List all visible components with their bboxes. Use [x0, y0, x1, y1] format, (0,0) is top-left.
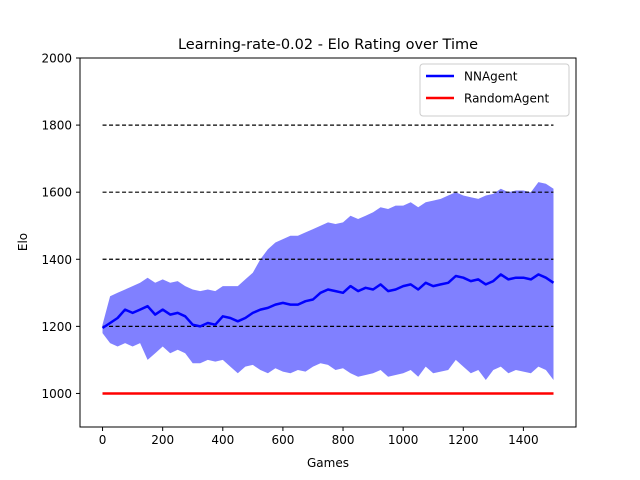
x-axis: 0 200 400 600 800 1000 1200 1400 [99, 427, 539, 447]
x-tick-label: 200 [151, 433, 174, 447]
legend: NNAgent RandomAgent [419, 63, 570, 117]
chart-title: Learning-rate-0.02 - Elo Rating over Tim… [178, 37, 478, 53]
x-tick-label: 1200 [448, 433, 479, 447]
x-axis-label: Games [307, 456, 349, 470]
nnagent-confidence-band [102, 182, 554, 380]
x-tick-label: 400 [211, 433, 234, 447]
plot-area [101, 124, 555, 395]
y-tick-label: 2000 [41, 52, 72, 66]
y-tick-label: 1800 [41, 119, 72, 133]
y-tick-label: 1400 [41, 253, 72, 267]
x-tick-label: 1400 [508, 433, 539, 447]
y-tick-label: 1200 [41, 320, 72, 334]
legend-label-nnagent: NNAgent [464, 70, 518, 84]
x-tick-label: 0 [99, 433, 107, 447]
legend-box [419, 63, 570, 117]
x-tick-label: 800 [332, 433, 355, 447]
y-axis-label: Elo [16, 233, 30, 251]
x-tick-label: 1000 [388, 433, 419, 447]
y-tick-label: 1600 [41, 186, 72, 200]
x-tick-label: 600 [271, 433, 294, 447]
series-line-nnagent [101, 273, 555, 330]
y-tick-label: 1000 [41, 387, 72, 401]
legend-label-randomagent: RandomAgent [464, 92, 549, 106]
y-axis: 1000 1200 1400 1600 1800 2000 [41, 52, 80, 401]
axes-frame [79, 57, 577, 428]
